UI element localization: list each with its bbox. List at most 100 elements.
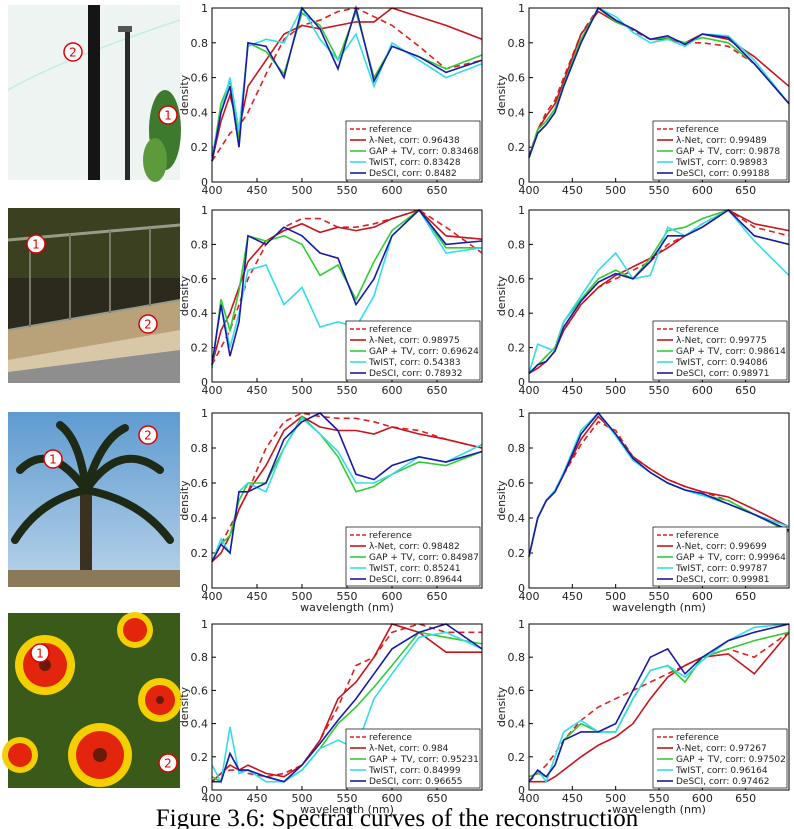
x-tick-label: 400 bbox=[519, 184, 540, 197]
y-axis-label: density bbox=[495, 480, 508, 521]
data-line bbox=[211, 4, 483, 162]
legend-label: GAP + TV, corr: 0.99964 bbox=[676, 553, 786, 563]
data-line bbox=[211, 208, 483, 365]
legend-label: reference bbox=[369, 125, 412, 135]
y-tick-label: 0.6 bbox=[191, 684, 209, 697]
y-tick-label: 0.2 bbox=[191, 342, 209, 355]
chart: 0 0.2 0.4 0.6 0.8 1 400 450 500 550 600 650 density w… bbox=[178, 618, 483, 816]
x-tick-label: 600 bbox=[382, 792, 403, 805]
y-tick-label: 0.4 bbox=[191, 512, 209, 525]
legend-label: reference bbox=[676, 325, 719, 335]
legend-label: λ-Net, corr: 0.99699 bbox=[676, 542, 767, 552]
y-axis-label: density bbox=[495, 275, 508, 316]
marker-label: 1 bbox=[49, 453, 57, 467]
y-axis-label: density bbox=[178, 480, 191, 521]
legend-box bbox=[345, 320, 481, 381]
legend-label: DeSCI, corr: 0.89644 bbox=[369, 575, 463, 585]
x-tick-label: 550 bbox=[649, 590, 670, 603]
plot-frame bbox=[211, 7, 483, 183]
x-tick-label: 450 bbox=[247, 590, 268, 603]
x-tick-label: 500 bbox=[605, 184, 626, 197]
x-tick-label: 650 bbox=[427, 384, 448, 397]
y-tick-label: 0 bbox=[518, 582, 525, 595]
y-tick-label: 0.4 bbox=[508, 307, 526, 320]
marker-label: 2 bbox=[144, 318, 152, 332]
x-axis-label: wavelength (nm) bbox=[612, 601, 706, 614]
marker: 1 bbox=[43, 449, 63, 469]
y-tick-label: 0.4 bbox=[191, 718, 209, 731]
data-line bbox=[211, 631, 483, 785]
y-tick-label: 0 bbox=[518, 376, 525, 389]
legend-label: GAP + TV, corr: 0.97502 bbox=[676, 755, 786, 765]
y-tick-label: 0.8 bbox=[508, 651, 526, 664]
legend-label: TwIST, corr: 0.54383 bbox=[368, 358, 461, 368]
legend-label: λ-Net, corr: 0.99489 bbox=[676, 136, 767, 146]
legend-label: GAP + TV, corr: 0.9878 bbox=[676, 147, 780, 157]
x-tick-label: 450 bbox=[562, 384, 583, 397]
marker: 2 bbox=[158, 753, 178, 773]
x-tick-label: 650 bbox=[735, 384, 756, 397]
legend-label: DeSCI, corr: 0.98971 bbox=[676, 369, 770, 379]
x-tick-label: 400 bbox=[202, 384, 223, 397]
data-line bbox=[528, 208, 790, 374]
x-tick-label: 550 bbox=[337, 590, 358, 603]
data-line bbox=[529, 631, 790, 783]
legend-label: TwIST, corr: 0.83428 bbox=[368, 158, 461, 168]
y-tick-label: 0.2 bbox=[508, 141, 526, 154]
legend-box bbox=[652, 120, 788, 181]
legend-label: λ-Net, corr: 0.98975 bbox=[369, 336, 460, 346]
y-tick-label: 0 bbox=[201, 376, 208, 389]
plot-frame bbox=[528, 7, 790, 183]
data-line bbox=[212, 623, 483, 783]
y-tick-label: 0.4 bbox=[508, 106, 526, 119]
legend-label: DeSCI, corr: 0.99188 bbox=[676, 169, 770, 179]
marker: 2 bbox=[138, 314, 158, 334]
y-tick-label: 0.8 bbox=[191, 238, 209, 251]
legend-label: DeSCI, corr: 0.78932 bbox=[369, 369, 463, 379]
x-tick-label: 500 bbox=[292, 590, 313, 603]
x-tick-label: 500 bbox=[605, 384, 626, 397]
plot-frame bbox=[528, 209, 790, 383]
x-tick-label: 650 bbox=[735, 792, 756, 805]
legend-box bbox=[345, 120, 481, 181]
legend-box bbox=[345, 526, 481, 587]
legend-label: reference bbox=[676, 531, 719, 541]
legend-label: reference bbox=[676, 125, 719, 135]
y-axis-label: density bbox=[495, 686, 508, 727]
y-tick-label: 1 bbox=[201, 407, 208, 420]
y-tick-label: 1 bbox=[201, 618, 208, 631]
legend-label: TwIST, corr: 0.85241 bbox=[368, 564, 461, 574]
y-tick-label: 0.2 bbox=[191, 547, 209, 560]
legend-label: reference bbox=[369, 531, 412, 541]
legend-label: reference bbox=[369, 733, 412, 743]
x-tick-label: 600 bbox=[692, 792, 713, 805]
data-line bbox=[211, 412, 483, 563]
legend-label: GAP + TV, corr: 0.84987 bbox=[369, 553, 479, 563]
data-line bbox=[528, 623, 790, 783]
legend-label: GAP + TV, corr: 0.95231 bbox=[369, 755, 479, 765]
marker-label: 1 bbox=[36, 647, 44, 661]
x-tick-label: 400 bbox=[519, 590, 540, 603]
plot-frame bbox=[211, 412, 483, 589]
data-line bbox=[211, 623, 482, 783]
legend-label: TwIST, corr: 0.98983 bbox=[675, 158, 768, 168]
legend-box bbox=[652, 526, 788, 587]
legend-label: reference bbox=[369, 325, 412, 335]
y-tick-label: 1 bbox=[518, 2, 525, 15]
scene-image: 1 2 bbox=[7, 208, 181, 383]
x-tick-label: 450 bbox=[247, 184, 268, 197]
y-tick-label: 0 bbox=[201, 784, 208, 797]
y-tick-label: 0.6 bbox=[508, 72, 526, 85]
legend-label: GAP + TV, corr: 0.83468 bbox=[369, 147, 479, 157]
x-tick-label: 650 bbox=[735, 590, 756, 603]
x-tick-label: 650 bbox=[427, 792, 448, 805]
y-axis-label: density bbox=[178, 686, 191, 727]
x-tick-label: 500 bbox=[292, 184, 313, 197]
y-tick-label: 0.8 bbox=[191, 37, 209, 50]
marker: 2 bbox=[138, 425, 158, 445]
